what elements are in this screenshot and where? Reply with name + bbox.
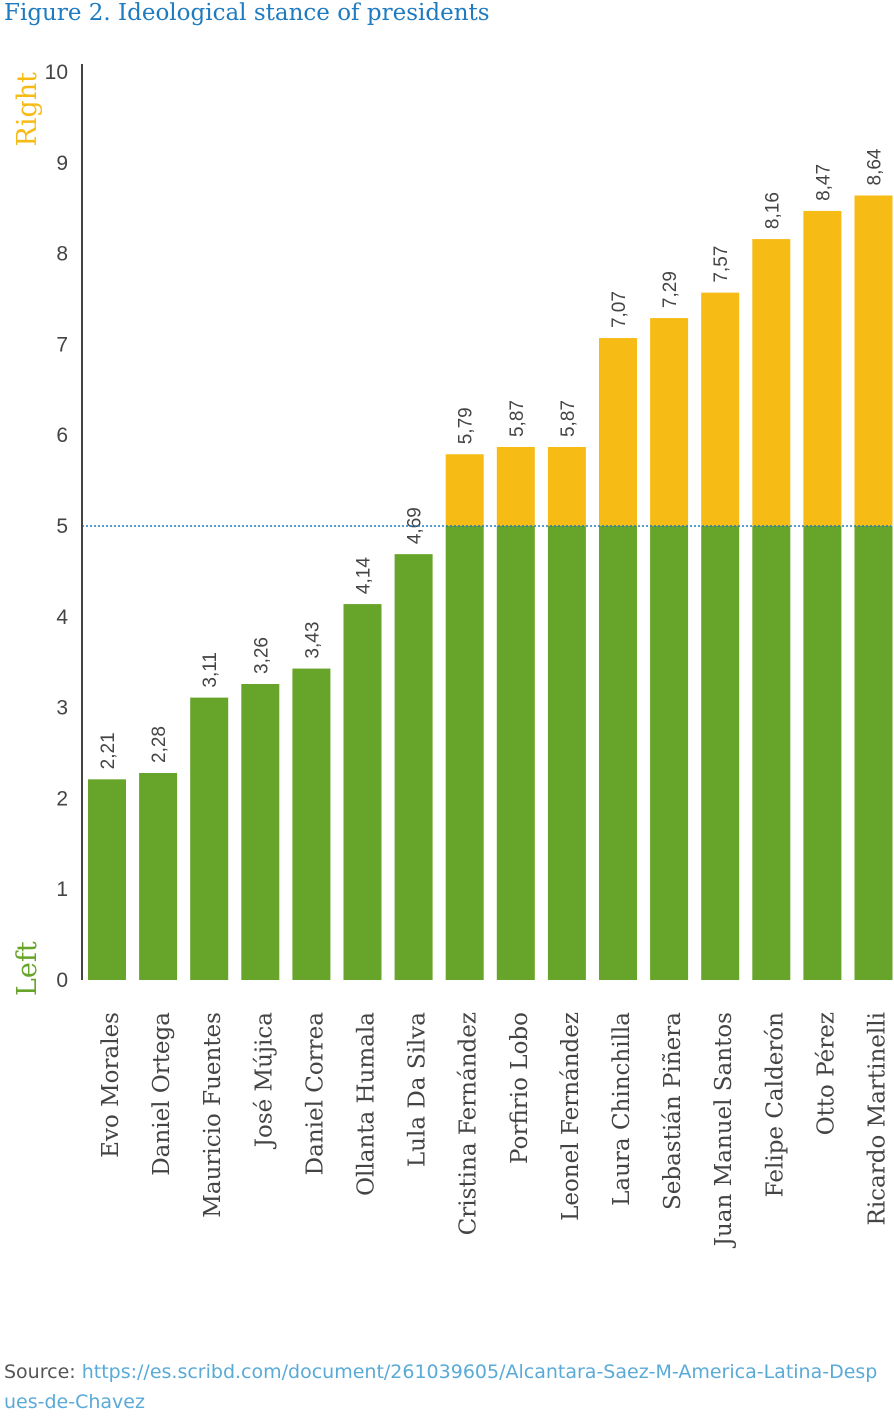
category-label: Ricardo Martinelli [865,1012,891,1226]
category-label: Mauricio Fuentes [200,1012,226,1218]
y-tick-label: 0 [56,969,68,992]
bar-chart: 2,21 Evo Morales 2,28 Daniel Ortega 3,11 Maur… [12,61,893,1248]
bar-left-segment [292,668,331,980]
value-label: 2,21 [98,732,119,769]
bar-left-segment [343,604,382,980]
category-label: Felipe Calderón [762,1012,788,1198]
y-tick-label: 7 [56,333,68,356]
category-label: Cristina Fernández [456,1012,482,1235]
value-label: 8,64 [865,148,886,185]
value-label: 8,47 [813,164,834,201]
y-tick-label: 3 [56,697,68,720]
bar-right-segment [854,195,893,526]
bar-right-segment [701,292,740,526]
source-link[interactable]: https://es.scribd.com/document/261039605… [4,1361,878,1413]
value-label: 5,79 [456,407,477,444]
value-label: 4,14 [354,557,375,594]
value-label: 3,11 [200,652,221,688]
bar-left-segment [854,526,893,980]
value-label: 8,16 [762,192,783,229]
left-end-label: Left [12,941,43,996]
bar-left-segment [599,526,637,980]
right-end-label: Right [12,72,43,147]
y-tick-label: 1 [56,878,68,901]
value-label: 5,87 [558,400,579,437]
bar-left-segment [139,772,178,980]
y-tick-label: 8 [56,243,68,266]
category-label: Laura Chinchilla [609,1012,635,1206]
bar-right-segment [496,447,535,526]
category-label: José Mújica [251,1012,277,1150]
value-label: 5,87 [507,400,528,437]
bar-right-segment [599,338,637,526]
bar-right-segment [547,447,586,526]
y-tick-label: 10 [45,61,68,84]
value-label: 7,57 [711,246,732,283]
category-label: Evo Morales [98,1012,124,1158]
bar-right-segment [803,210,842,526]
bar-right-segment [650,318,689,526]
value-label: 7,29 [660,271,681,308]
bar-left-segment [803,526,842,980]
category-label: Porfirio Lobo [507,1012,533,1164]
category-label: Otto Pérez [813,1012,839,1135]
source-label: Source: [4,1361,76,1383]
bar-left-segment [496,526,535,980]
y-tick-label: 2 [56,787,68,810]
category-label: Leonel Fernández [558,1012,584,1221]
category-label: Daniel Correa [302,1012,328,1176]
y-tick-label: 4 [56,606,68,629]
bar-left-segment [701,526,740,980]
bar-left-segment [752,526,791,980]
y-tick-label: 5 [56,515,68,538]
chart-title: Figure 2. Ideological stance of presiden… [4,0,490,26]
category-label: Daniel Ortega [149,1012,175,1176]
category-label: Sebastián Piñera [660,1012,686,1210]
bar-left-segment [445,526,484,980]
bar-right-segment [752,239,791,526]
value-label: 2,28 [149,726,170,763]
bar-left-segment [650,526,689,980]
bar-left-segment [241,683,280,980]
bar-left-segment [547,526,586,980]
category-label: Ollanta Humala [354,1012,380,1196]
value-label: 3,26 [251,637,272,674]
value-label: 7,07 [609,291,630,328]
category-label: Juan Manuel Santos [711,1012,737,1248]
value-label: 3,43 [302,622,323,659]
bar-left-segment [190,697,229,980]
category-label: Lula Da Silva [405,1012,431,1167]
source-note: Source: https://es.scribd.com/document/2… [4,1357,884,1417]
bar-left-segment [88,779,126,980]
y-tick-label: 6 [56,424,68,447]
bar-right-segment [445,454,484,526]
y-tick-label: 9 [56,152,68,175]
bar-left-segment [394,554,433,980]
